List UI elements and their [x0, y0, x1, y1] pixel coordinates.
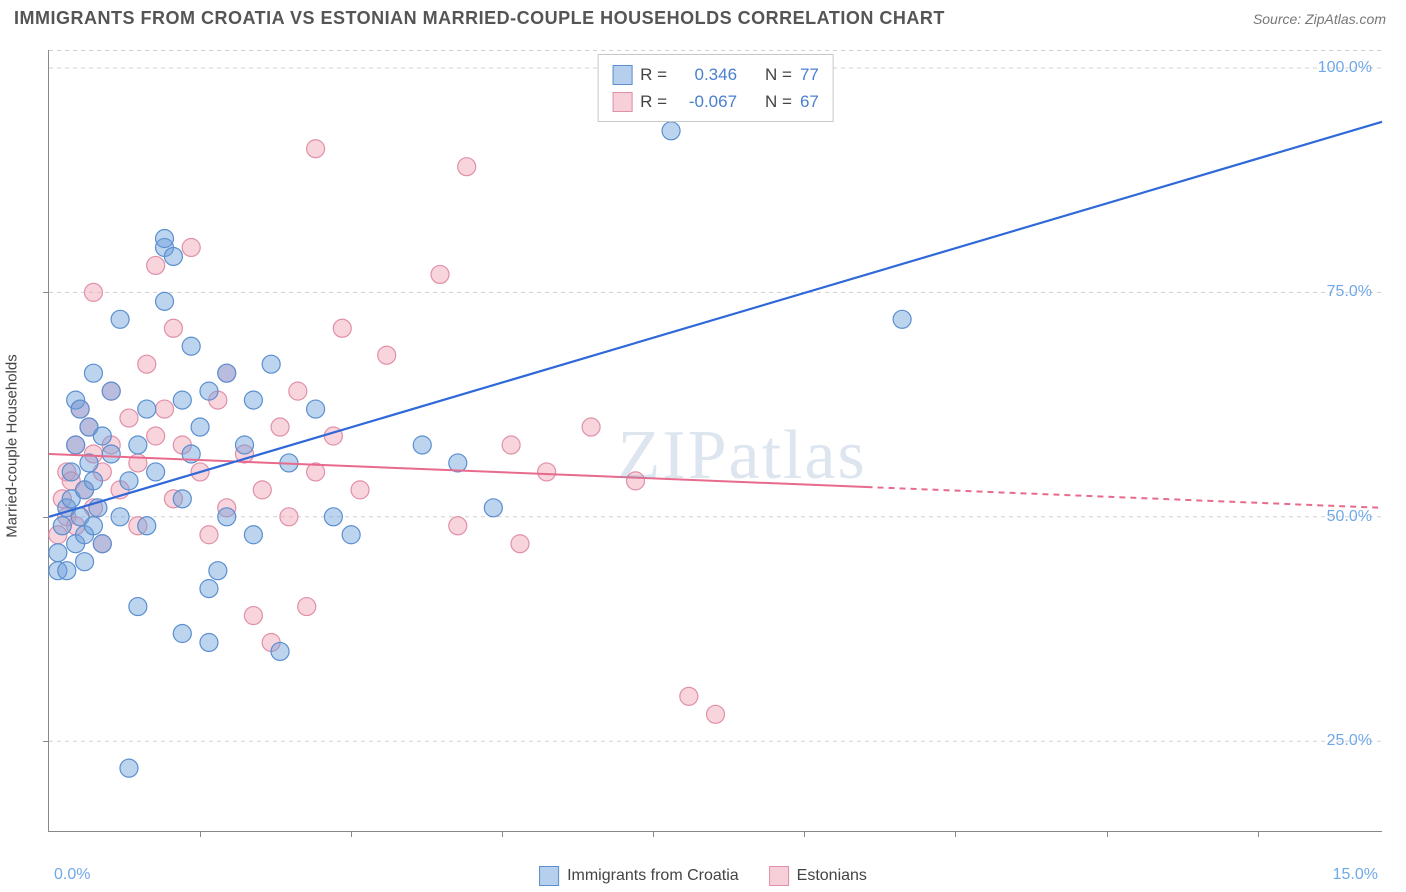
x-tick-mark [1107, 831, 1108, 837]
legend-row-blue: R = 0.346 N = 77 [612, 61, 819, 88]
swatch-blue-icon [612, 65, 632, 85]
correlation-legend: R = 0.346 N = 77 R = -0.067 N = 67 [597, 54, 834, 122]
y-tick-label: 75.0% [1327, 283, 1372, 301]
source-prefix: Source: [1253, 11, 1305, 27]
legend-item-blue: Immigrants from Croatia [539, 866, 739, 886]
swatch-pink-icon [769, 866, 789, 886]
legend-label-pink: Estonians [797, 867, 867, 885]
y-tick-mark [43, 517, 49, 518]
x-tick-max: 15.0% [1333, 866, 1378, 884]
scatter-svg [49, 50, 1382, 831]
y-tick-label: 25.0% [1327, 732, 1372, 750]
x-tick-min: 0.0% [54, 866, 90, 884]
chart-plot-area: ZIPatlas R = 0.346 N = 77 R = -0.067 N =… [48, 50, 1382, 832]
y-tick-mark [43, 292, 49, 293]
n-label: N = [765, 88, 792, 115]
y-axis-label: Married-couple Households [4, 354, 21, 537]
y-tick-mark [43, 741, 49, 742]
source-name: ZipAtlas.com [1305, 11, 1386, 27]
series-legend: Immigrants from Croatia Estonians [539, 866, 867, 886]
legend-row-pink: R = -0.067 N = 67 [612, 88, 819, 115]
x-tick-mark [502, 831, 503, 837]
n-label: N = [765, 61, 792, 88]
swatch-blue-icon [539, 866, 559, 886]
x-tick-mark [1258, 831, 1259, 837]
n-value-pink: 67 [800, 88, 819, 115]
x-tick-mark [804, 831, 805, 837]
n-value-blue: 77 [800, 61, 819, 88]
y-tick-label: 100.0% [1318, 59, 1372, 77]
x-tick-mark [351, 831, 352, 837]
x-tick-mark [653, 831, 654, 837]
legend-item-pink: Estonians [769, 866, 867, 886]
source-attribution: Source: ZipAtlas.com [1253, 11, 1386, 27]
legend-label-blue: Immigrants from Croatia [567, 867, 739, 885]
swatch-pink-icon [612, 92, 632, 112]
r-value-blue: 0.346 [675, 61, 737, 88]
chart-header: IMMIGRANTS FROM CROATIA VS ESTONIAN MARR… [0, 0, 1406, 33]
x-tick-mark [955, 831, 956, 837]
r-label: R = [640, 61, 667, 88]
chart-title: IMMIGRANTS FROM CROATIA VS ESTONIAN MARR… [14, 8, 945, 29]
y-tick-label: 50.0% [1327, 508, 1372, 526]
r-value-pink: -0.067 [675, 88, 737, 115]
r-label: R = [640, 88, 667, 115]
x-tick-mark [200, 831, 201, 837]
